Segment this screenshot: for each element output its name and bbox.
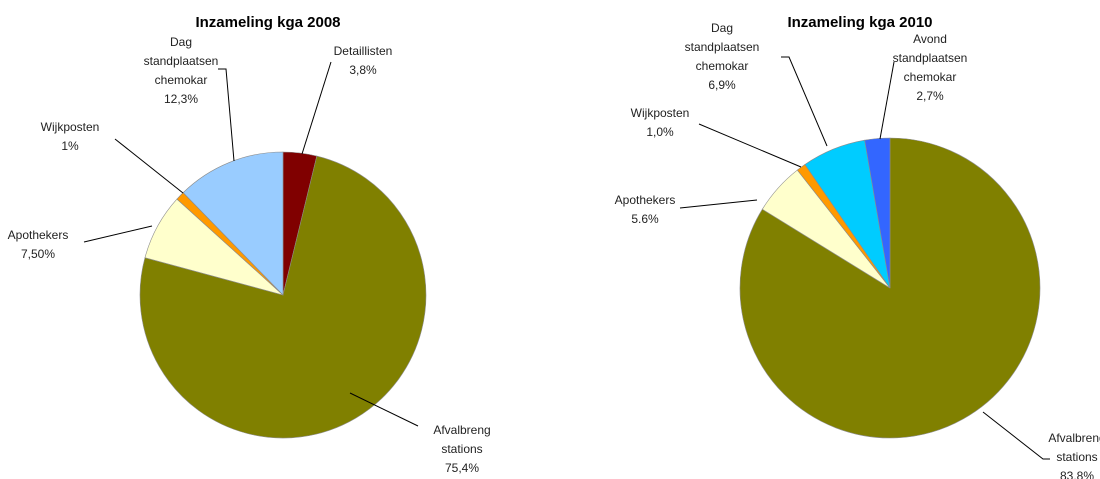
pie-chart-2008: Inzameling kga 2008 Detaillisten 3,8% Afva… bbox=[8, 14, 491, 475]
data-label-wijkposten: Wijkposten 1,0% bbox=[631, 106, 690, 139]
data-label-apothekers: Apothekers 7,50% bbox=[8, 228, 69, 261]
leader-line bbox=[781, 56, 828, 147]
data-label-detaillisten: Detaillisten 3,8% bbox=[334, 44, 393, 77]
pie-slice-afvalbreng-stations bbox=[139, 155, 427, 439]
leader-line bbox=[349, 392, 419, 427]
data-label-afvalbreng-stations: Afvalbreng stations 75,4% bbox=[433, 423, 490, 475]
data-label-afvalbreng-stations: Afvalbreng stations 83,8% bbox=[1048, 431, 1100, 479]
data-label-apothekers: Apothekers 5.6% bbox=[615, 193, 676, 226]
pie-slice-avond-standplaatsen-chemokar bbox=[864, 137, 891, 289]
chart-title: Inzameling kga 2010 bbox=[787, 14, 932, 31]
data-label-dag-standplaatsen-chemokar: Dag standplaatsen chemokar 6,9% bbox=[685, 21, 760, 92]
leader-line bbox=[879, 61, 895, 140]
data-label-avond-standplaatsen-chemokar: Avond standplaatsen chemokar 2,7% bbox=[893, 32, 968, 103]
leader-line bbox=[698, 123, 802, 168]
leader-line bbox=[83, 225, 153, 243]
leader-line bbox=[218, 68, 235, 162]
leader-line bbox=[982, 411, 1050, 460]
chart-title: Inzameling kga 2008 bbox=[195, 14, 340, 31]
leader-line bbox=[301, 61, 332, 155]
leader-line bbox=[679, 199, 758, 209]
data-label-wijkposten: Wijkposten 1% bbox=[41, 120, 100, 153]
pie-chart-2010: Inzameling kga 2010 Afvalbreng stations 83… bbox=[615, 14, 1100, 479]
leader-line bbox=[114, 138, 184, 194]
pie-slice-dag-standplaatsen-chemokar bbox=[182, 151, 284, 296]
pie-slice-afvalbreng-stations bbox=[739, 137, 1041, 439]
data-label-dag-standplaatsen-chemokar: Dag standplaatsen chemokar 12,3% bbox=[144, 35, 219, 106]
